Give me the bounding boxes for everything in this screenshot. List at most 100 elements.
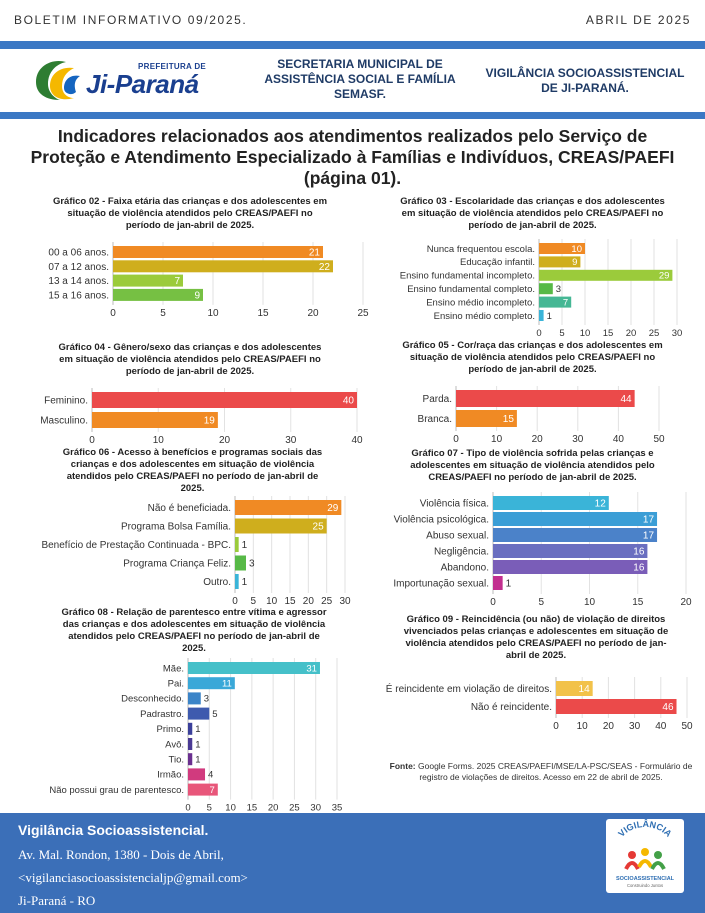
bar [113, 246, 323, 258]
bar [235, 537, 239, 552]
bar [92, 412, 218, 428]
category-label: Não possui grau de parentesco. [49, 785, 184, 796]
tick-label: 0 [490, 597, 496, 608]
data-label: 21 [309, 248, 321, 259]
data-label: 44 [621, 394, 633, 405]
logo-subtitle: PREFEITURA DE [138, 62, 207, 71]
tick-label: 10 [491, 434, 503, 445]
data-label: 25 [313, 522, 325, 533]
bar [493, 512, 658, 526]
chart-07-title: Gráfico 07 - Tipo de violência sofrida p… [380, 448, 685, 484]
tick-label: 0 [110, 308, 116, 319]
chart-03-title: Gráfico 03 - Escolaridade das crianças e… [380, 196, 685, 232]
category-label: Educação infantil. [460, 257, 535, 268]
category-label: Importunação sexual. [393, 579, 489, 590]
chart-title-line: situação de violência atendidos pelo CRE… [409, 352, 656, 363]
source-label: Fonte: [389, 761, 416, 771]
category-label: Ensino fundamental completo. [407, 284, 535, 295]
tick-label: 40 [655, 721, 667, 732]
chart-title-line: Gráfico 08 - Relação de parentesco entre… [61, 607, 327, 618]
footer-heading: Vigilância Socioassistencial. [18, 822, 209, 838]
category-label: Tio. [169, 755, 184, 766]
category-label: Branca. [418, 414, 452, 425]
bar [113, 274, 183, 287]
category-label: Padrastro. [140, 709, 184, 720]
footer: Vigilância Socioassistencial. Av. Mal. R… [0, 813, 705, 913]
category-label: Ensino médio incompleto. [426, 297, 535, 308]
category-label: Mãe. [163, 663, 184, 674]
tick-label: 20 [268, 803, 279, 814]
chart-title-line: em situação de violência atendidos pelo … [59, 354, 321, 365]
category-label: Violência psicológica. [394, 515, 489, 526]
chart-06-title: Gráfico 06 - Acesso à benefícios e progr… [40, 447, 345, 495]
category-label: Violência física. [420, 499, 489, 510]
data-label: 17 [643, 531, 655, 542]
tick-label: 30 [572, 434, 584, 445]
bar [539, 269, 673, 281]
tick-label: 20 [603, 721, 615, 732]
data-label: 29 [327, 503, 339, 514]
category-label: Ensino médio completo. [434, 311, 535, 322]
header-divider-bottom [0, 112, 705, 119]
data-label: 11 [222, 679, 232, 690]
badge-tag-text: Construindo Juntos [627, 883, 663, 888]
bar [92, 392, 357, 408]
tick-label: 0 [536, 328, 541, 339]
footer-email[interactable]: <vigilanciasocioassistencialjp@gmail.com… [18, 870, 248, 885]
secretaria-line: ASSISTÊNCIA SOCIAL E FAMÍLIA [264, 72, 456, 86]
title-line: Indicadores relacionados aos atendimento… [57, 126, 648, 146]
data-label: 3 [556, 284, 561, 295]
data-label: 4 [208, 770, 213, 781]
tick-label: 30 [285, 435, 297, 446]
data-label: 3 [249, 559, 255, 570]
bar [188, 783, 218, 796]
header-divider-top [0, 41, 705, 49]
data-label: 7 [563, 297, 568, 308]
category-label: Desconhecido. [121, 694, 184, 705]
chart-02-title: Gráfico 02 - Faixa etária das crianças e… [40, 196, 340, 232]
bar [188, 707, 210, 720]
tick-label: 30 [339, 596, 351, 607]
category-label: Não é reincidente. [471, 702, 552, 713]
data-label: 7 [174, 276, 180, 287]
vigilancia-badge: VIGILÂNCIA SOCIOASSISTENCIAL Construindo… [606, 818, 684, 893]
bulletin-number: BOLETIM INFORMATIVO 09/2025. [14, 13, 248, 27]
chart-title-line: Gráfico 09 - Reincidência (ou não) de vi… [406, 614, 666, 625]
tick-label: 10 [153, 435, 165, 446]
category-label: Negligência. [434, 547, 489, 558]
chart-09-title: Gráfico 09 - Reincidência (ou não) de vi… [380, 614, 692, 662]
chart-title-line: Gráfico 04 - Gênero/sexo das crianças e … [58, 342, 322, 353]
category-label: 07 a 12 anos. [48, 262, 109, 273]
secretaria-name: SECRETARIA MUNICIPAL DE ASSISTÊNCIA SOCI… [255, 57, 465, 102]
bar [493, 576, 503, 590]
chart-title-line: Gráfico 02 - Faixa etária das crianças e… [52, 196, 328, 207]
category-label: Avô. [165, 739, 184, 750]
chart-title-line: período de jan-abril de 2025. [125, 220, 255, 231]
tick-label: 50 [681, 721, 693, 732]
tick-label: 25 [357, 308, 369, 319]
data-label: 31 [306, 663, 317, 674]
category-label: Benefício de Prestação Continuada - BPC. [41, 540, 231, 551]
data-label: 15 [503, 414, 515, 425]
chart-title-line: em situação de violência atendidos pelo … [401, 208, 664, 219]
bar [493, 496, 609, 510]
bar [113, 260, 333, 273]
tick-label: 20 [680, 597, 692, 608]
category-label: Feminino. [44, 396, 88, 407]
category-label: Pai. [168, 679, 184, 690]
tick-label: 20 [307, 308, 319, 319]
chart-title-line: das crianças e dos adolescentes em situa… [62, 619, 326, 630]
page-title: Indicadores relacionados aos atendimento… [30, 126, 675, 189]
category-label: Masculino. [40, 416, 88, 427]
category-label: Programa Criança Feliz. [123, 559, 231, 570]
bar [188, 662, 320, 674]
tick-label: 10 [207, 308, 219, 319]
data-label: 1 [506, 579, 512, 590]
data-label: 1 [195, 755, 200, 766]
footer-city: Ji-Paraná - RO [18, 893, 96, 908]
tick-label: 10 [225, 803, 236, 814]
tick-label: 15 [247, 803, 258, 814]
